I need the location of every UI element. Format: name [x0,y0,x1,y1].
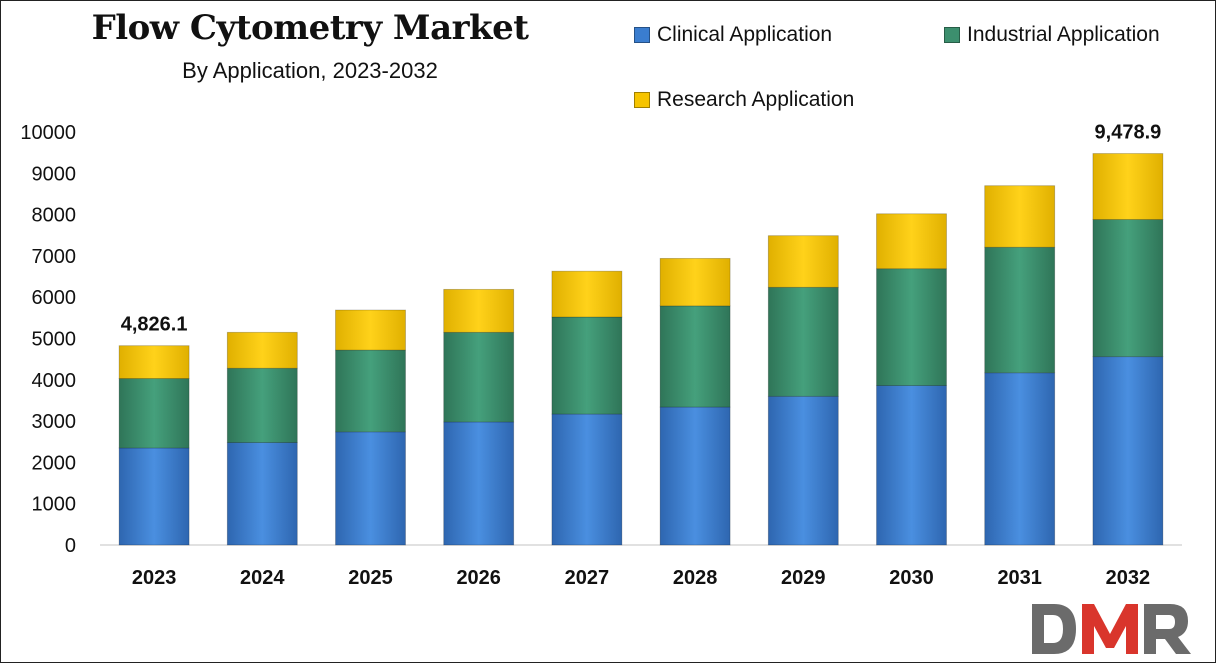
bar-segment-industrial-application-2032 [1092,219,1164,358]
x-tick-label: 2028 [673,567,718,589]
bar-segment-research-application-2024 [226,331,298,369]
bar-segment-research-application-2025 [335,309,406,351]
bar-segment-research-application-2031 [984,185,1056,248]
x-tick-label: 2030 [889,567,934,589]
bar-segment-research-application-2027 [551,270,623,318]
x-tick-label: 2026 [456,567,501,589]
y-tick-label: 9000 [32,163,77,185]
x-tick-label: 2024 [240,567,285,589]
bar-segment-research-application-2023 [118,345,190,379]
y-tick-label: 0 [65,535,76,557]
bar-segment-industrial-application-2023 [118,378,190,449]
y-tick-label: 7000 [32,246,77,268]
legend-swatch-research [634,92,650,108]
x-tick-label: 2027 [565,567,610,589]
bar-segment-industrial-application-2024 [226,367,298,443]
bars [118,153,1164,546]
x-tick-label: 2025 [348,567,393,589]
y-tick-label: 1000 [32,494,77,516]
bar-segment-clinical-application-2031 [984,372,1056,546]
bar-segment-research-application-2030 [876,213,947,270]
y-tick-label: 4000 [32,370,77,392]
bar-segment-clinical-application-2028 [659,406,731,546]
y-tick-label: 3000 [32,411,77,433]
y-tick-label: 2000 [32,452,77,474]
bar-segment-research-application-2028 [659,257,731,307]
x-tick-label: 2032 [1106,567,1151,589]
x-tick-label: 2031 [997,567,1042,589]
y-tick-label: 5000 [32,329,77,351]
bar-segment-clinical-application-2023 [118,447,190,546]
bar-segment-clinical-application-2025 [335,431,406,546]
legend-item-research: Research Application [634,88,854,112]
data-labels: 4,826.1 9,478.9 [121,122,1162,336]
x-tick-label: 2023 [132,567,177,589]
legend-label-industrial: Industrial Application [967,23,1160,46]
legend-item-industrial: Industrial Application [944,23,1160,47]
bar-segment-industrial-application-2026 [443,331,515,423]
bar-segment-research-application-2029 [767,235,839,288]
bar-segment-industrial-application-2027 [551,316,623,415]
legend-label-clinical: Clinical Application [657,23,833,46]
y-tick-label: 10000 [20,122,76,144]
y-tick-label: 6000 [32,287,77,309]
bar-segment-industrial-application-2031 [984,246,1056,374]
legend-swatch-industrial [944,27,960,43]
chart-subtitle: By Application, 2023-2032 [182,58,438,83]
y-axis-ticks: 0 1000 2000 3000 4000 5000 6000 7000 8000 9000 100… [20,122,76,557]
data-label-2032: 9,478.9 [1095,122,1162,144]
dmr-logo [1032,604,1191,654]
data-label-2023: 4,826.1 [121,314,188,336]
chart-title: Flow Cytometry Market [91,8,529,48]
y-tick-label: 8000 [32,205,77,227]
bar-segment-research-application-2026 [443,288,515,333]
bar-segment-clinical-application-2027 [551,413,623,546]
bar-segment-clinical-application-2024 [226,442,298,546]
bar-segment-research-application-2032 [1092,153,1164,220]
bar-segment-clinical-application-2030 [876,385,947,546]
x-axis-ticks: 2023 2024 2025 2026 2027 2028 2029 2030 2031 2032 [132,567,1150,589]
bar-segment-industrial-application-2029 [767,286,839,397]
bar-segment-industrial-application-2030 [876,268,947,386]
bar-segment-industrial-application-2025 [335,349,406,433]
x-tick-label: 2029 [781,567,826,589]
bar-segment-clinical-application-2026 [443,421,515,546]
bar-segment-clinical-application-2029 [767,395,839,546]
legend-label-research: Research Application [657,88,855,111]
legend-swatch-clinical [634,27,650,43]
legend-item-clinical: Clinical Application [634,23,832,47]
bar-segment-clinical-application-2032 [1092,356,1164,546]
bar-segment-industrial-application-2028 [659,305,731,408]
